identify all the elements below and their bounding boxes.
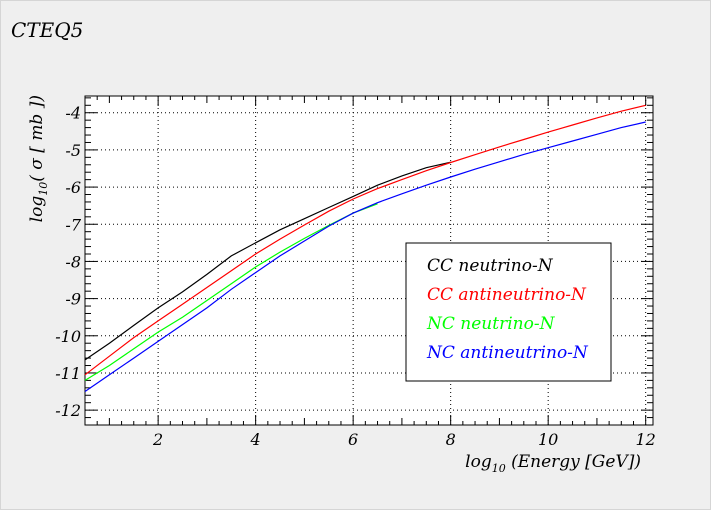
x-axis-label-sub: 10 [492, 462, 506, 475]
legend-entry-2: NC neutrino-N [426, 314, 556, 334]
y-axis-label-sub: 10 [37, 182, 50, 196]
x-tick-label: 6 [348, 430, 358, 449]
x-tick-label: 4 [250, 430, 261, 449]
y-tick-label: -8 [65, 252, 81, 271]
series-line-3 [84, 121, 646, 392]
x-tick-label: 10 [538, 430, 558, 449]
x-tick-label: 2 [152, 430, 163, 449]
x-tick-label: 12 [636, 430, 656, 449]
legend: CC neutrino-N CC antineutrino-N NC neutrin… [405, 242, 612, 382]
x-axis-label-rest: (Energy [GeV]) [506, 452, 641, 472]
figure-title: CTEQ5 [11, 18, 83, 42]
y-tick-label: -6 [65, 178, 81, 197]
y-axis-label-rest: ( σ [ mb ]) [27, 95, 47, 182]
x-tick-label: 8 [446, 430, 456, 449]
legend-box [405, 242, 612, 382]
y-tick-label: -7 [65, 215, 81, 234]
axis-ticks: 2 4 6 8 10 12 -12 -11 -10 -9 -8 -7 -6 -5 -4 [55, 96, 656, 449]
series-line-0 [84, 161, 451, 361]
series-line-1 [84, 104, 646, 376]
y-tick-label: -4 [65, 104, 81, 123]
y-tick-label: -10 [55, 327, 81, 346]
x-axis-label-main: log [465, 452, 492, 472]
legend-entry-3: NC antineutrino-N [426, 343, 589, 363]
y-tick-label: -9 [65, 290, 81, 309]
y-tick-label: -5 [65, 141, 81, 160]
legend-entry-1: CC antineutrino-N [427, 285, 587, 305]
y-tick-label: -11 [55, 364, 81, 383]
legend-entry-0: CC neutrino-N [427, 256, 554, 276]
series-line-2 [84, 203, 378, 381]
y-tick-label: -12 [55, 401, 81, 420]
y-axis-label-main: log [27, 196, 47, 223]
x-axis-label: log10 (Energy [GeV]) [465, 452, 641, 475]
y-axis-label: log10( σ [ mb ]) [27, 95, 50, 222]
series-lines [84, 104, 646, 392]
